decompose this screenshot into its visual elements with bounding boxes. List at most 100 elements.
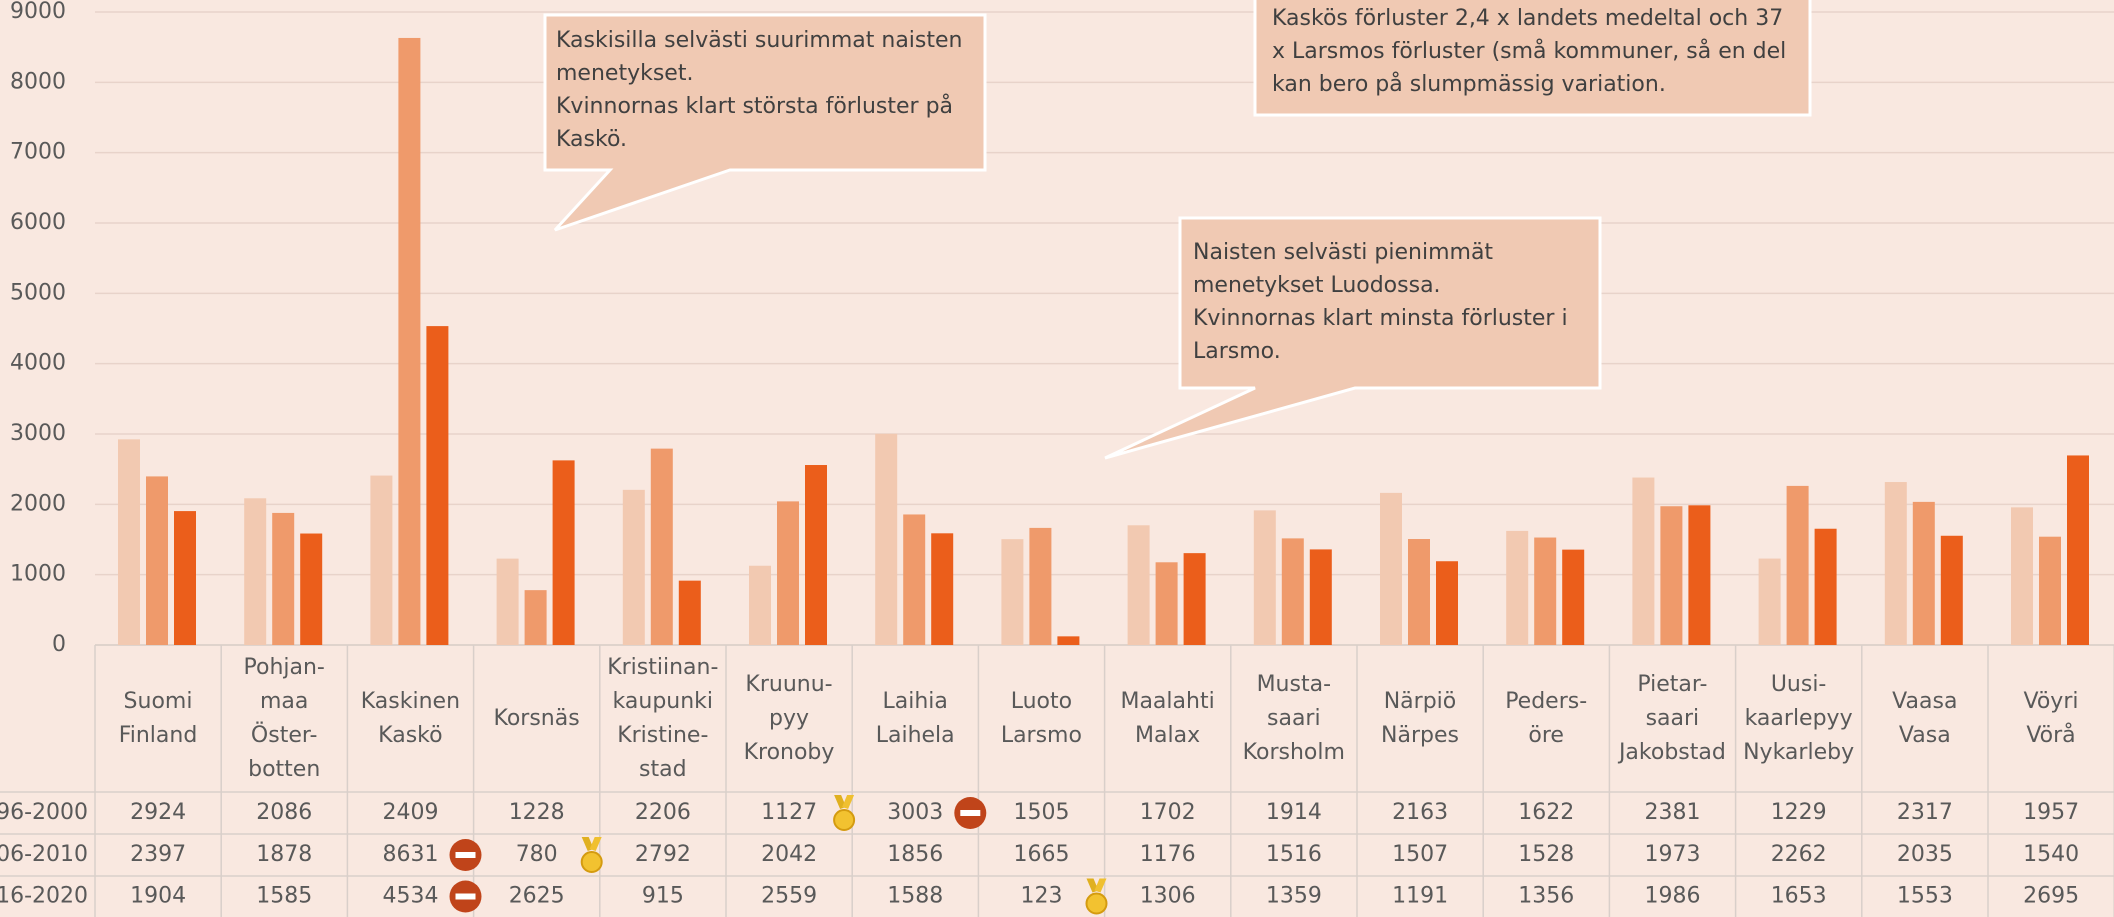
table-value: 2381 <box>1645 800 1701 825</box>
y-tick-label: 8000 <box>10 69 66 94</box>
table-value: 1516 <box>1266 842 1322 867</box>
bar <box>1534 537 1557 645</box>
table-value: 1306 <box>1140 884 1196 909</box>
table-value: 1665 <box>1014 842 1070 867</box>
bar <box>875 433 898 645</box>
category-label: Kruunu- pyy Kronoby <box>743 671 835 765</box>
table-value: 1528 <box>1518 842 1574 867</box>
annotation: Kaskös förluster 2,4 x landets medeltal … <box>1272 6 1787 97</box>
bar <box>1786 485 1809 645</box>
table-value: 780 <box>516 842 558 867</box>
table-value: 1957 <box>2023 800 2079 825</box>
bar <box>805 465 827 645</box>
category-label: Luoto Larsmo <box>1000 688 1082 748</box>
y-tick-label: 0 <box>52 632 66 657</box>
medal-icon <box>833 809 856 831</box>
table-value: 1229 <box>1771 800 1827 825</box>
category-label: Närpiö Närpes <box>1381 688 1459 748</box>
table-value: 1856 <box>887 842 943 867</box>
table-value: 2695 <box>2023 884 2079 909</box>
table-value: 1986 <box>1645 884 1701 909</box>
medal-icon <box>842 795 855 809</box>
bar <box>1155 562 1178 645</box>
y-tick-label: 2000 <box>10 491 66 516</box>
table-value: 2042 <box>761 842 817 867</box>
table-value: 2924 <box>130 800 186 825</box>
table-value: 2206 <box>635 800 691 825</box>
bar <box>2067 455 2089 645</box>
bar <box>118 439 140 645</box>
bar <box>300 533 323 645</box>
bar <box>1884 482 1907 645</box>
bar <box>1758 558 1781 645</box>
category-label: Peders- öre <box>1505 688 1588 748</box>
bar <box>1001 539 1024 645</box>
table-value: 1228 <box>509 800 565 825</box>
medal-icon <box>1094 878 1107 893</box>
medal-icon <box>589 837 602 851</box>
table-value: 1176 <box>1140 842 1196 867</box>
category-label: Vöyri Vörå <box>2023 688 2079 748</box>
bar <box>1127 525 1150 645</box>
table-value: 8631 <box>383 842 439 867</box>
table-value: 2035 <box>1897 842 1953 867</box>
bar <box>426 326 449 645</box>
minus-icon <box>455 893 476 900</box>
category-label: Korsnäs <box>493 705 580 731</box>
table-value: 2409 <box>383 800 439 825</box>
bar <box>678 580 701 645</box>
bar <box>272 512 295 645</box>
table-value: 2397 <box>130 842 186 867</box>
bar <box>1632 477 1655 645</box>
bar <box>1436 561 1458 645</box>
y-tick-label: 7000 <box>10 140 66 165</box>
y-tick-label: 4000 <box>10 351 66 376</box>
annotation: Naisten selvästi pienimmät menetykset Lu… <box>1193 240 1568 364</box>
category-label: Pietar- saari Jakobstad <box>1618 671 1726 765</box>
table-value: 2792 <box>635 842 691 867</box>
y-tick-label: 1000 <box>10 562 66 587</box>
bar <box>1660 506 1683 645</box>
category-label: Vaasa Vasa <box>1892 688 1958 748</box>
medal-icon <box>580 851 603 873</box>
bar <box>777 501 799 645</box>
bar <box>2039 536 2061 645</box>
y-tick-label: 5000 <box>10 280 66 305</box>
bar <box>1912 501 1935 645</box>
bar <box>174 511 196 645</box>
annotation: Kaskisilla selvästi suurimmat naisten me… <box>556 28 963 152</box>
bar <box>1408 539 1430 645</box>
bar <box>244 498 267 645</box>
row-label: 16-2020 <box>0 884 88 909</box>
y-tick-label: 3000 <box>10 421 66 446</box>
bar <box>931 533 954 645</box>
table-value: 1904 <box>130 884 186 909</box>
table-value: 2317 <box>1897 800 1953 825</box>
table-value: 1702 <box>1140 800 1196 825</box>
table-value: 1127 <box>761 800 817 825</box>
bar <box>1183 553 1206 645</box>
bar <box>552 460 575 645</box>
table-value: 1507 <box>1392 842 1448 867</box>
table-value: 1356 <box>1518 884 1574 909</box>
bar <box>2011 507 2033 645</box>
bar <box>1380 492 1402 645</box>
table-value: 1191 <box>1392 884 1448 909</box>
bar <box>749 565 771 645</box>
callout-box <box>1104 216 1602 460</box>
table-value: 1505 <box>1014 800 1070 825</box>
callout-box <box>543 13 987 232</box>
category-label: Pohjan- maa Öster- botten <box>243 654 325 782</box>
bar <box>1814 528 1837 645</box>
table-value: 2163 <box>1392 800 1448 825</box>
bar <box>1029 527 1052 645</box>
table-value: 1878 <box>256 842 312 867</box>
bar <box>622 489 645 645</box>
category-label: Kaskinen Kaskö <box>360 688 461 748</box>
minus-icon <box>455 852 476 858</box>
table-value: 123 <box>1021 884 1063 909</box>
row-label: 06-2010 <box>0 842 88 867</box>
bar <box>1688 505 1711 645</box>
table-value: 1653 <box>1771 884 1827 909</box>
